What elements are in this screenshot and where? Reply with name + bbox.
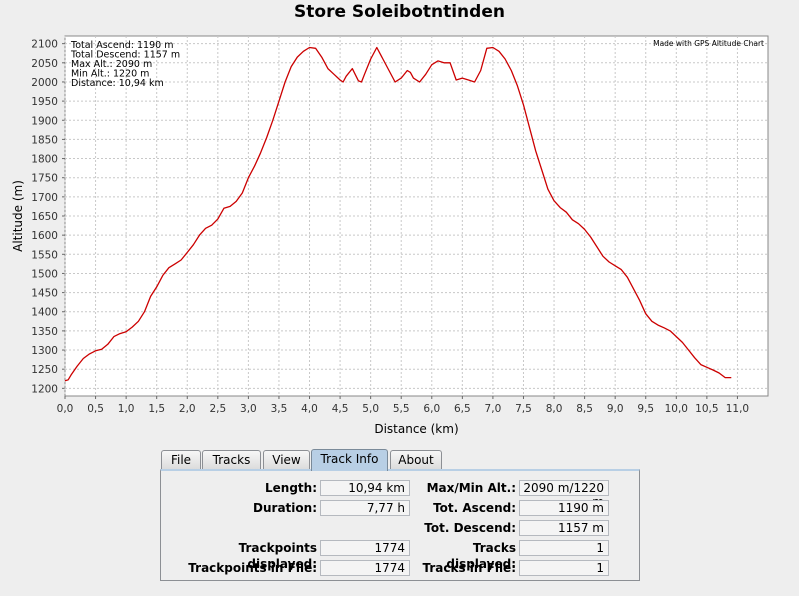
tot-ascend-value: 1190 m: [519, 500, 609, 516]
tracks-file-label: Tracks in File:: [422, 561, 517, 575]
x-tick-label: 2,5: [209, 403, 226, 415]
stats-line: Total Descend: 1157 m: [70, 50, 180, 61]
x-tick-label: 4,5: [332, 403, 349, 415]
stats-line: Total Ascend: 1190 m: [70, 40, 173, 51]
tab-tracks[interactable]: Tracks: [202, 450, 261, 469]
chart-title: Store Soleibotntinden: [294, 2, 505, 22]
y-tick-label: 1350: [31, 326, 58, 338]
tab-track-info[interactable]: Track Info: [311, 449, 388, 471]
track-info-panel: Length: 10,94 km Duration: 7,77 h Trackp…: [160, 469, 640, 581]
y-tick-label: 1700: [31, 192, 58, 204]
x-tick-label: 3,5: [271, 403, 288, 415]
trackpoints-file-value: 1774: [320, 560, 410, 576]
maxmin-alt-value: 2090 m/1220 m: [519, 480, 609, 509]
x-tick-label: 5,0: [362, 403, 379, 415]
x-tick-label: 3,0: [240, 403, 257, 415]
tracks-displayed-value: 1: [519, 540, 609, 556]
tracks-file-value: 1: [519, 560, 609, 576]
y-tick-label: 1250: [31, 364, 58, 376]
duration-value: 7,77 h: [320, 500, 410, 516]
y-tick-label: 1500: [31, 268, 58, 280]
y-tick-label: 1400: [31, 307, 58, 319]
y-tick-label: 1650: [31, 211, 58, 223]
y-tick-label: 1300: [31, 345, 58, 357]
y-tick-label: 1450: [31, 288, 58, 300]
x-tick-label: 4,0: [301, 403, 318, 415]
x-tick-label: 10,0: [665, 403, 688, 415]
altitude-series-line: [64, 46, 732, 382]
x-tick-label: 11,0: [726, 403, 749, 415]
stats-line: Max Alt.: 2090 m: [71, 59, 152, 70]
x-tick-label: 8,0: [546, 403, 563, 415]
tot-descend-label: Tot. Descend:: [424, 521, 516, 535]
x-tick-label: 0,5: [87, 403, 104, 415]
x-tick-label: 1,0: [118, 403, 135, 415]
x-tick-label: 6,5: [454, 403, 471, 415]
stats-line: Distance: 10,94 km: [71, 78, 164, 89]
maxmin-alt-label: Max/Min Alt.:: [426, 481, 516, 495]
y-axis-label: Altitude (m): [11, 180, 25, 252]
x-tick-label: 10,5: [695, 403, 718, 415]
y-tick-label: 1550: [31, 249, 58, 261]
y-tick-label: 1950: [31, 96, 58, 108]
y-tick-label: 2100: [31, 39, 58, 51]
trackpoints-displayed-value: 1774: [320, 540, 410, 556]
stats-line: Min Alt.: 1220 m: [71, 69, 149, 80]
y-tick-label: 1600: [31, 230, 58, 242]
chart-credit: Made with GPS Altitude Chart: [653, 39, 764, 48]
tot-ascend-label: Tot. Ascend:: [433, 501, 516, 515]
x-tick-label: 8,5: [576, 403, 593, 415]
altitude-chart: 1200 1250 1300 1350 1400 1450 1500 1550 1600 1650…: [11, 35, 769, 436]
y-tick-label: 2000: [31, 77, 58, 89]
y-tick-label: 1850: [31, 134, 58, 146]
tot-descend-value: 1157 m: [519, 520, 609, 536]
trackpoints-file-label: Trackpoints in File:: [188, 561, 317, 575]
x-tick-label: 0,0: [57, 403, 74, 415]
tab-view[interactable]: View: [263, 450, 310, 469]
x-tick-label: 2,0: [179, 403, 196, 415]
x-tick-label: 7,5: [515, 403, 532, 415]
x-tick-label: 6,0: [423, 403, 440, 415]
tracks-displayed-label: Tracks displayed:: [446, 541, 516, 571]
length-value: 10,94 km: [320, 480, 410, 496]
tab-bar: File Tracks View Track Info About: [160, 449, 640, 471]
track-tabs-panel: File Tracks View Track Info About Length…: [160, 449, 640, 581]
y-tick-label: 1900: [31, 115, 58, 127]
tab-about[interactable]: About: [390, 450, 442, 469]
y-tick-label: 2050: [31, 58, 58, 70]
trackpoints-displayed-label: Trackpoints displayed:: [238, 541, 317, 571]
duration-label: Duration:: [253, 501, 317, 515]
x-tick-label: 9,5: [637, 403, 654, 415]
y-tick-label: 1800: [31, 154, 58, 166]
length-label: Length:: [265, 481, 317, 495]
y-tick-label: 1200: [31, 383, 58, 395]
x-axis-label: Distance (km): [374, 422, 458, 436]
x-tick-label: 1,5: [148, 403, 165, 415]
tab-file[interactable]: File: [161, 450, 201, 469]
x-tick-label: 9,0: [607, 403, 624, 415]
y-tick-label: 1750: [31, 173, 58, 185]
x-tick-label: 7,0: [485, 403, 502, 415]
x-tick-label: 5,5: [393, 403, 410, 415]
